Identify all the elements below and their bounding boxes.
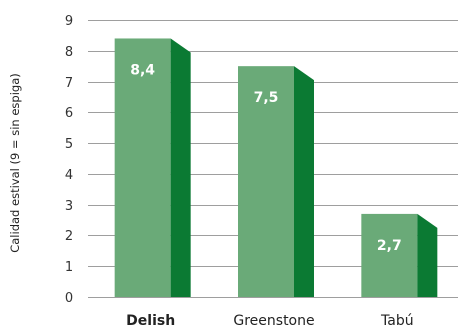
bar	[361, 213, 418, 297]
y-tick-label: 1	[65, 260, 73, 275]
bar-group: 2,7	[361, 213, 438, 297]
bar-side	[170, 38, 191, 297]
y-tick-label: 5	[65, 137, 73, 152]
bars: 8,4 7,5 2,7	[114, 38, 438, 298]
bar-side	[294, 66, 314, 298]
bar-group: 8,4	[114, 38, 191, 297]
x-tick-label: Greenstone	[233, 313, 314, 329]
bar-group: 7,5	[238, 66, 314, 298]
y-tick-label: 8	[65, 45, 73, 60]
data-label: 8,4	[130, 62, 155, 78]
x-axis-labels: Delish Greenstone Tabú	[126, 313, 413, 329]
y-axis-label: Calidad estival (9 = sin espiga)	[8, 73, 22, 253]
y-tick-label: 3	[65, 199, 73, 214]
y-tick-label: 2	[65, 229, 73, 244]
bar	[238, 66, 294, 298]
x-tick-label: Tabú	[380, 313, 414, 329]
y-tick-label: 0	[65, 291, 73, 306]
y-tick-label: 6	[65, 106, 73, 121]
y-tick-label: 4	[65, 168, 73, 183]
x-tick-label: Delish	[126, 313, 175, 329]
y-tick-label: 9	[65, 14, 73, 29]
data-label: 7,5	[254, 90, 279, 106]
bar-side	[417, 213, 438, 297]
y-axis-ticks: 0 1 2 3 4 5 6 7 8 9	[65, 14, 73, 306]
y-tick-label: 7	[65, 76, 73, 91]
data-label: 2,7	[377, 238, 402, 254]
bar	[114, 38, 171, 297]
